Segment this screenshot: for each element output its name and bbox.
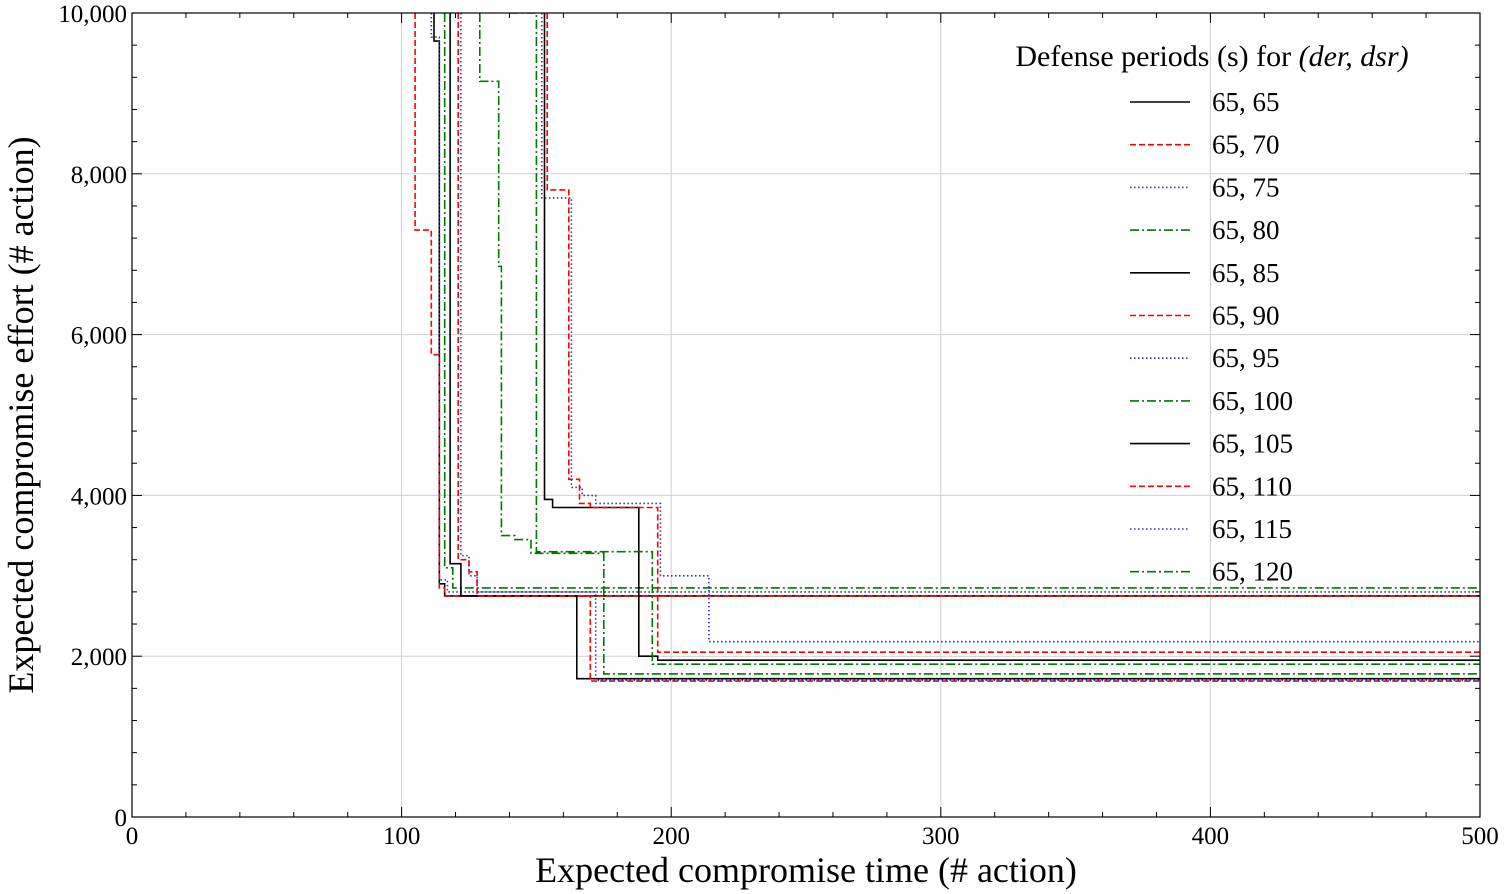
legend-label-3: 65, 75: [1212, 172, 1280, 202]
legend-title-prefix: Defense periods (s) for: [1015, 40, 1298, 73]
y-axis-title: Expected compromise effort (# action): [1, 136, 41, 693]
series-line-4: [443, 13, 1480, 589]
legend-label-5: 65, 85: [1212, 258, 1280, 288]
legend: Defense periods (s) for (der, dsr) 65, 6…: [1015, 40, 1408, 587]
grid: [132, 13, 1480, 817]
legend-label-2: 65, 70: [1212, 130, 1280, 160]
series-line-10: [546, 13, 1480, 654]
y-tick-label: 0: [115, 805, 128, 832]
legend-label-7: 65, 95: [1212, 343, 1280, 373]
series-line-7: [460, 13, 1480, 682]
y-tick-label: 10,000: [58, 1, 127, 28]
legend-label-1: 65, 65: [1212, 87, 1280, 117]
plot-frame: [131, 12, 1481, 818]
legend-label-9: 65, 105: [1212, 429, 1293, 459]
series-line-6: [457, 13, 1480, 682]
legend-label-11: 65, 115: [1212, 514, 1292, 544]
y-tick-label: 4,000: [71, 483, 127, 510]
x-axis-title: Expected compromise time (# action): [535, 850, 1077, 890]
legend-title: Defense periods (s) for (der, dsr): [1015, 40, 1408, 73]
x-tick-label: 400: [1192, 823, 1230, 850]
legend-label-10: 65, 110: [1212, 471, 1292, 501]
y-tick-label: 8,000: [71, 162, 127, 189]
x-tick-label: 0: [126, 823, 139, 850]
legend-label-4: 65, 80: [1212, 215, 1280, 245]
legend-label-12: 65, 120: [1212, 557, 1293, 587]
x-tick-label: 100: [383, 823, 421, 850]
legend-label-8: 65, 100: [1212, 386, 1293, 416]
legend-title-math: (der, dsr): [1299, 40, 1409, 73]
tick-group: 0 100 200 300 400 500 0 2,000 4,000 6,000 8,000 10,…: [58, 1, 1499, 850]
x-tick-label: 500: [1461, 823, 1499, 850]
series-line-3: [430, 13, 1480, 593]
y-tick-label: 2,000: [71, 644, 127, 671]
x-tick-label: 200: [652, 823, 690, 850]
y-tick-label: 6,000: [71, 323, 127, 350]
x-tick-label: 300: [922, 823, 960, 850]
series-line-8: [478, 13, 1480, 675]
legend-label-6: 65, 90: [1212, 301, 1280, 331]
series-line-11: [540, 13, 1480, 643]
series-line-2: [414, 13, 1480, 597]
series-group: [414, 13, 1480, 682]
